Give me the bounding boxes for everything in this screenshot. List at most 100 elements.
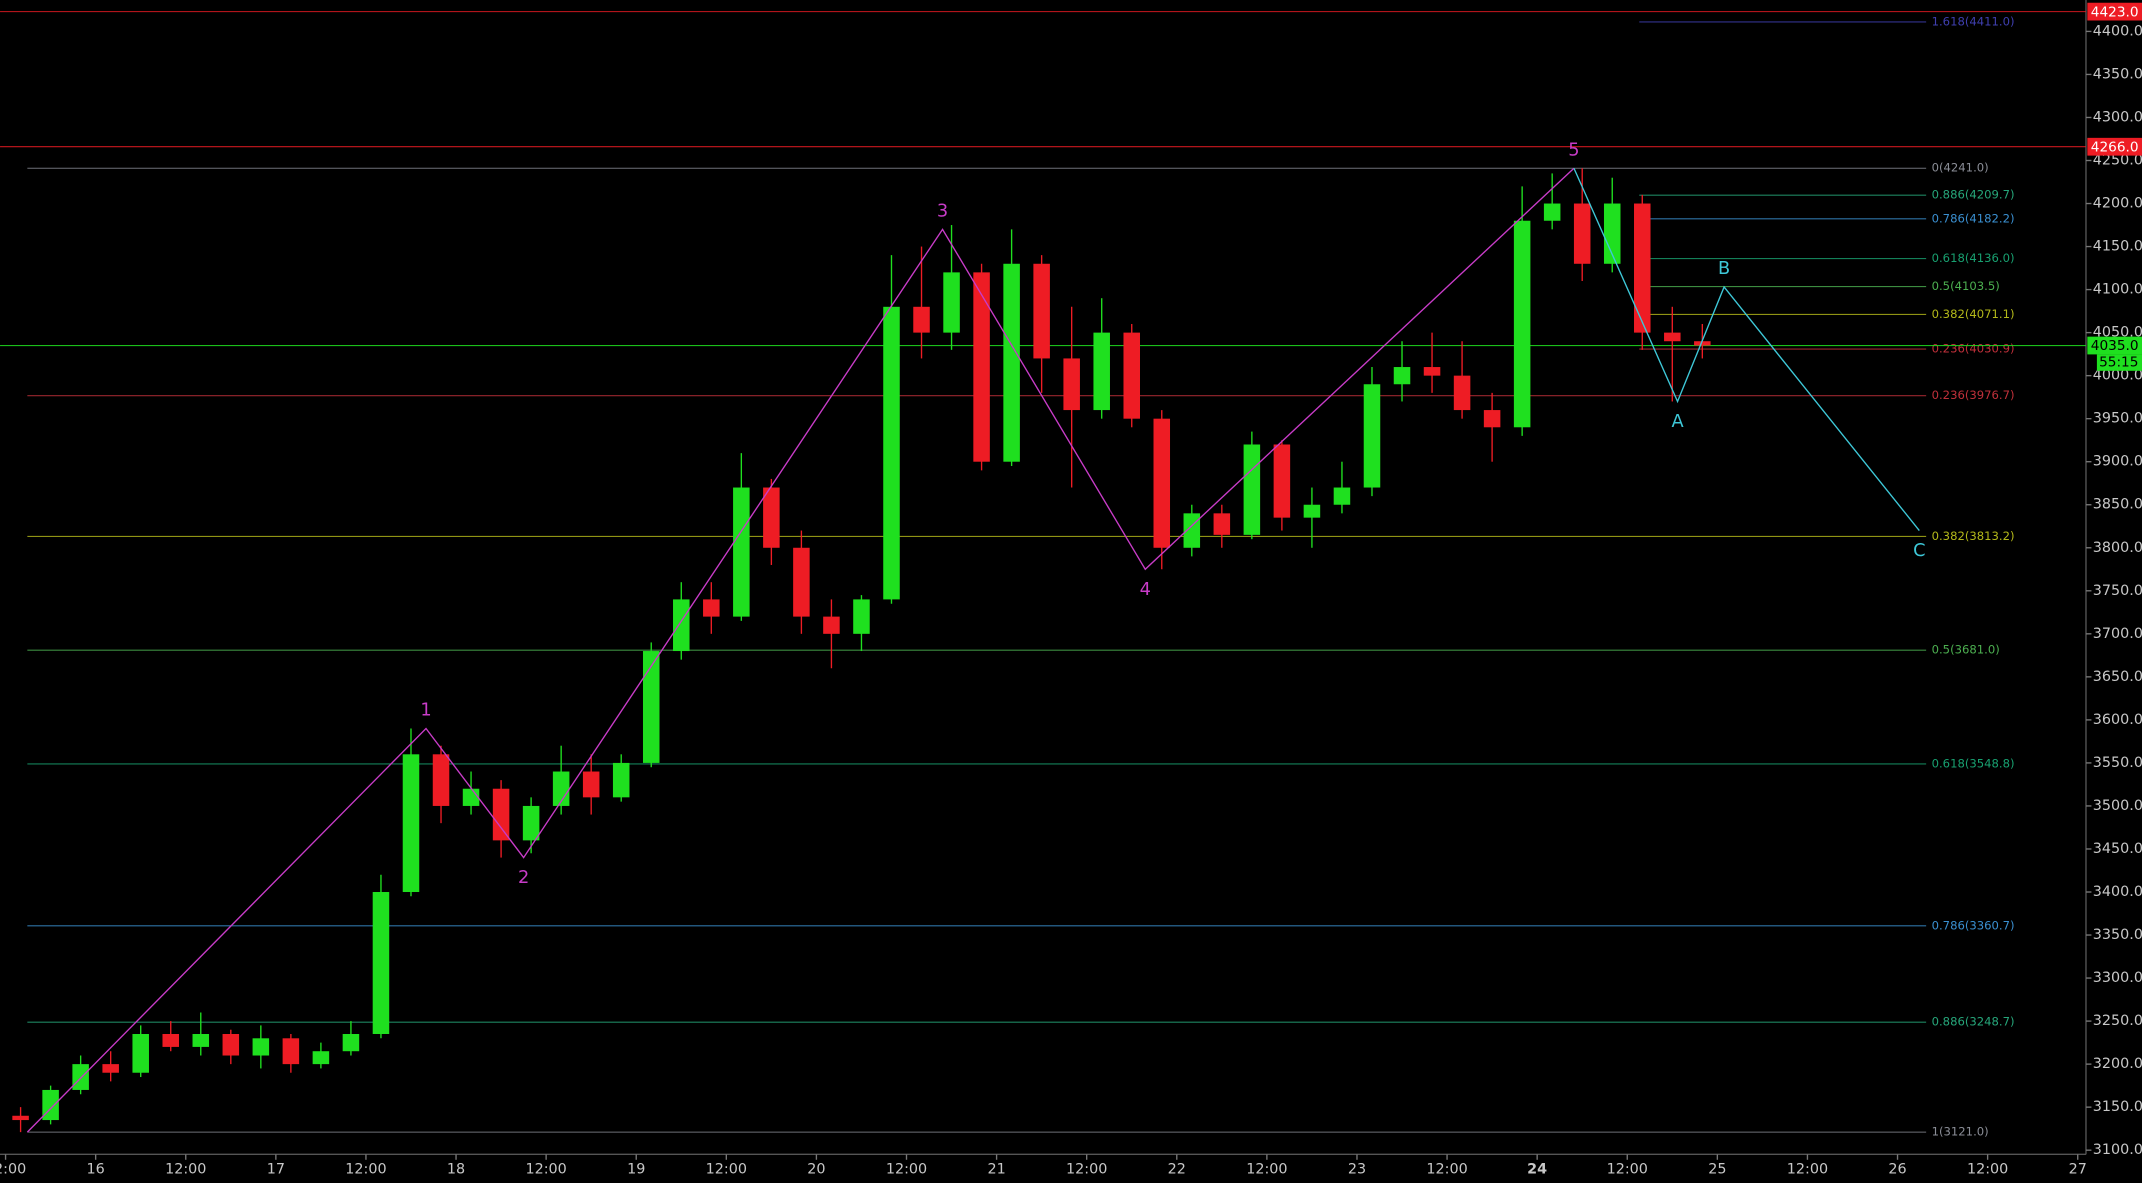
x-tick-label: 12:00 (886, 1161, 927, 1177)
y-tick-label: 4050.0 (2093, 325, 2142, 341)
y-tick-label: 3200.0 (2093, 1056, 2142, 1072)
candle-body (1483, 410, 1501, 428)
wave-label: C (1913, 541, 1925, 561)
candle-body (132, 1034, 149, 1073)
x-tick-label: 12:00 (525, 1161, 566, 1177)
price-tag-label: 4423.0 (2091, 4, 2139, 20)
candle-body (733, 487, 750, 617)
wave-label: 4 (1140, 580, 1151, 600)
candle-body (853, 599, 870, 634)
candle-body (973, 272, 990, 462)
fib-label: 0.618(4136.0) (1932, 251, 2015, 265)
fib-label: 0.236(3976.7) (1932, 388, 2015, 402)
candle-body (1213, 513, 1231, 535)
x-tick-label: 19 (627, 1161, 645, 1177)
y-tick-label: 3950.0 (2093, 411, 2142, 427)
candle-body (1093, 332, 1110, 411)
candle-body (1333, 487, 1351, 505)
fib-label: 0.5(4103.5) (1932, 279, 2000, 293)
y-tick-label: 3600.0 (2093, 712, 2142, 728)
candle-body (1363, 384, 1381, 488)
wave-label: 1 (420, 701, 431, 721)
y-tick-label: 4100.0 (2093, 282, 2142, 298)
candle-body (222, 1034, 240, 1056)
countdown: 55:15 (2099, 355, 2138, 371)
x-tick-label: 12:00 (0, 1161, 26, 1177)
fib-label: 0.886(3248.7) (1932, 1015, 2015, 1029)
wave-label: 2 (518, 868, 529, 888)
y-tick-label: 3550.0 (2093, 755, 2142, 771)
candle-body (1694, 341, 1711, 346)
fib-label: 0.236(4030.9) (1932, 342, 2015, 356)
candle-body (943, 272, 960, 333)
x-tick-label: 26 (1888, 1161, 1906, 1177)
wave-line (26, 167, 1575, 1133)
candle-body (1393, 367, 1411, 385)
candle-body (552, 771, 570, 806)
candle-body (703, 599, 720, 617)
x-tick-label: 17 (267, 1161, 285, 1177)
candle-body (1513, 220, 1531, 428)
candle-body (673, 599, 690, 652)
x-tick-label: 23 (1348, 1161, 1366, 1177)
price-tag-label: 4266.0 (2091, 139, 2139, 155)
candle-body (162, 1034, 180, 1047)
y-tick-label: 3450.0 (2093, 841, 2142, 857)
candle-body (1153, 418, 1171, 548)
candle-body (1123, 332, 1140, 419)
x-tick-label: 12:00 (1607, 1161, 1648, 1177)
price-tag (2087, 2, 2142, 21)
candle-body (612, 762, 630, 798)
price-tag (2087, 137, 2142, 156)
candle-body (1543, 203, 1561, 221)
candle-body (12, 1115, 29, 1121)
fib-label: 0.786(4182.2) (1932, 211, 2015, 225)
candle-body (372, 892, 390, 1035)
fib-label: 0.786(3360.7) (1932, 918, 2015, 932)
fib-label: 1(3121.0) (1932, 1125, 1989, 1139)
x-tick-label: 12:00 (706, 1161, 747, 1177)
candle-body (312, 1051, 330, 1065)
candle-body (1603, 203, 1621, 264)
candle-body (462, 788, 480, 806)
candle-body (1423, 367, 1441, 376)
candle-body (1453, 375, 1471, 411)
x-tick-label: 12:00 (1967, 1161, 2008, 1177)
y-tick-label: 3500.0 (2093, 798, 2142, 814)
candle-body (102, 1064, 119, 1073)
candle-body (1273, 444, 1291, 518)
candle-body (1003, 263, 1020, 462)
fib-label: 0.382(4071.1) (1932, 307, 2015, 321)
x-tick-label: 12:00 (345, 1161, 386, 1177)
candle-body (402, 754, 420, 893)
candle-body (793, 547, 810, 617)
wave-label: 3 (937, 202, 948, 222)
x-tick-label: 12:00 (1426, 1161, 1467, 1177)
y-tick-label: 3150.0 (2093, 1099, 2142, 1115)
fib-label: 0.382(3813.2) (1932, 529, 2015, 543)
y-tick-label: 3700.0 (2093, 626, 2142, 642)
x-tick-label: 25 (1708, 1161, 1726, 1177)
candle-body (1303, 504, 1321, 518)
price-tag (2087, 336, 2142, 355)
x-tick-label: 24 (1527, 1161, 1547, 1177)
x-tick-label: 12:00 (165, 1161, 206, 1177)
x-tick-label: 16 (87, 1161, 105, 1177)
candle-body (432, 754, 450, 806)
candle-body (883, 306, 900, 600)
fib-label: 0.5(3681.0) (1932, 643, 2000, 657)
x-tick-label: 21 (987, 1161, 1005, 1177)
x-tick-label: 22 (1168, 1161, 1186, 1177)
y-tick-label: 3900.0 (2093, 454, 2142, 470)
wave-line (1573, 167, 1920, 531)
candle-body (1573, 203, 1591, 264)
candle-body (1243, 444, 1261, 535)
x-tick-label: 18 (447, 1161, 465, 1177)
y-tick-label: 3100.0 (2093, 1142, 2142, 1158)
y-tick-label: 3300.0 (2093, 970, 2142, 986)
x-tick-label: 27 (2069, 1161, 2087, 1177)
plot-area: 0(4241.0) 0.236(3976.7) 0.382(3813.2) 0.5(3… (0, 11, 2086, 1139)
y-tick-label: 3250.0 (2093, 1013, 2142, 1029)
